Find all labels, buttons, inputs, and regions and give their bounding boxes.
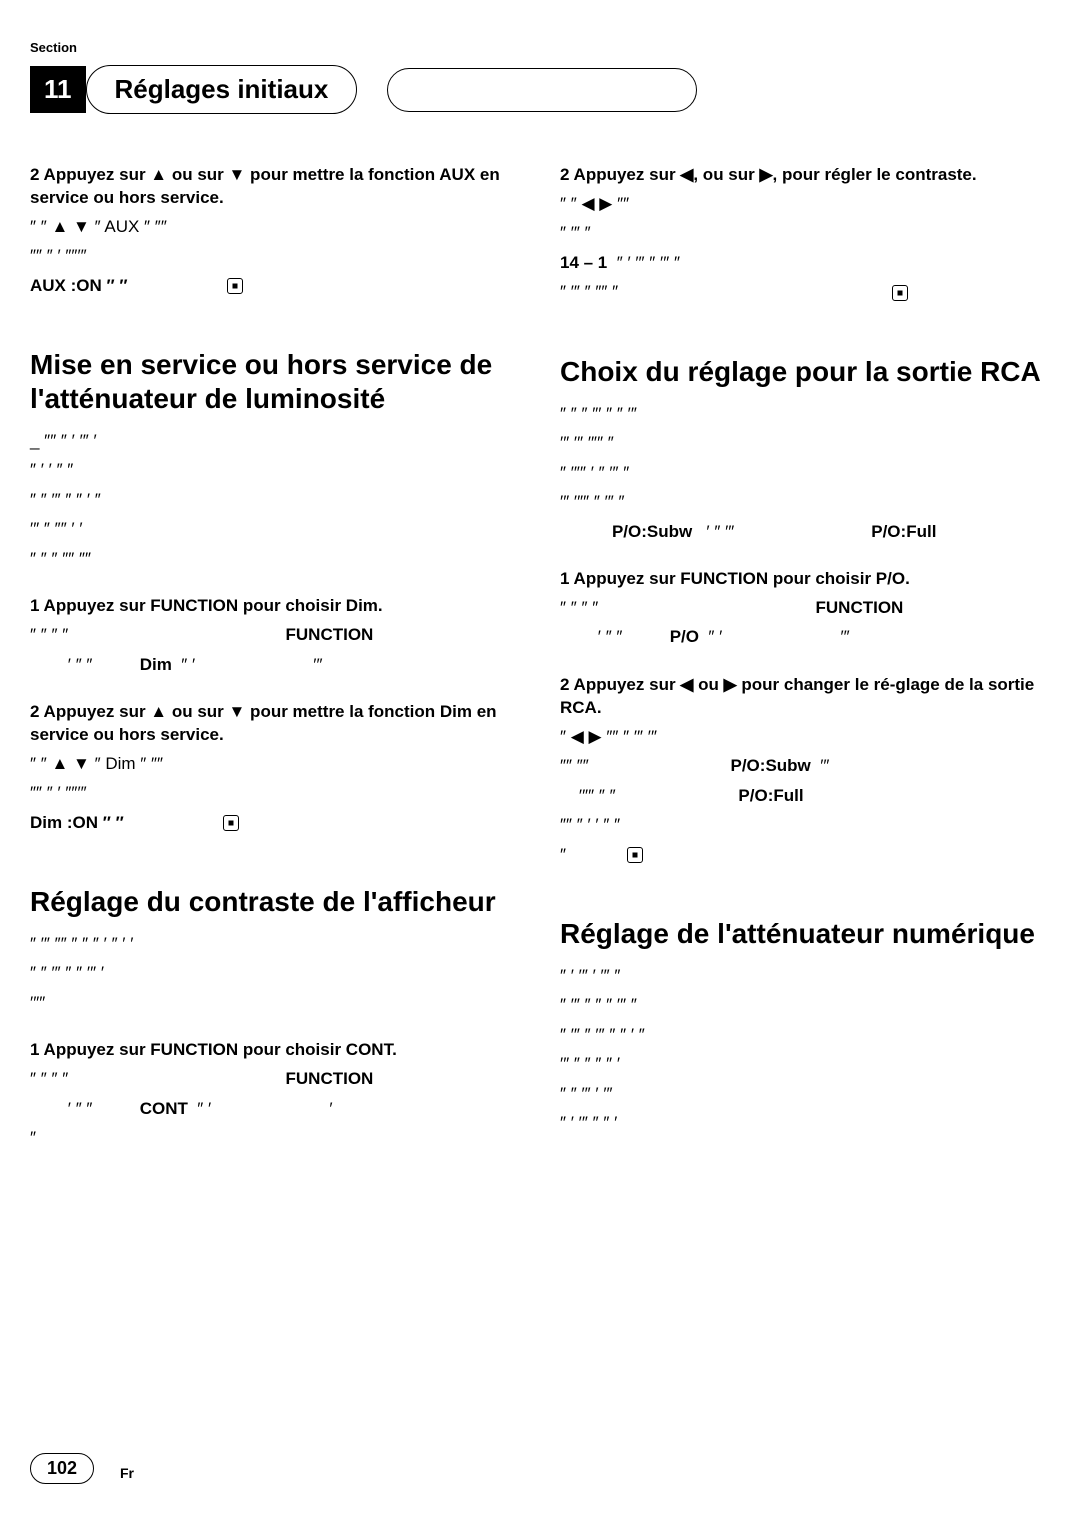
- step-heading: 2 Appuyez sur ◀ ou ▶ pour changer le ré-…: [560, 674, 1050, 720]
- cont-label: CONT: [140, 1099, 188, 1118]
- text-line: ′″″ ″ ″ P/O:Full: [560, 783, 1050, 809]
- section-heading: Réglage du contraste de l'afficheur: [30, 885, 520, 919]
- text-line: ′ ″ ″ CONT ″ ′ ′: [30, 1096, 520, 1122]
- text-line: ″ ′″″ ′ ″ ′″ ″: [560, 460, 1050, 486]
- function-label: FUNCTION: [816, 598, 904, 617]
- dim-label: Dim: [140, 655, 172, 674]
- text-segment: ″ ″ ″ ″: [30, 1069, 68, 1088]
- text-line: ″ ″ ″ ″″ ″″: [30, 546, 520, 572]
- text-line: 14 – 1 ″ ′ ′″ ″ ′″ ″: [560, 250, 1050, 276]
- po-full-label: P/O:Full: [738, 786, 803, 805]
- text-segment: ″″ ″″: [560, 756, 589, 775]
- text-line: ″″ ″ ′ ″″′″: [30, 780, 520, 806]
- text-line: ″ ″ ▲ ▼ ″ AUX ″ ″″: [30, 214, 520, 240]
- text-line: ″ ′″ ″″ ″ ″ ″ ′ ″ ′ ′: [30, 931, 520, 957]
- text-segment: ″ ″ ″ ″: [30, 625, 68, 644]
- po-subw-label: P/O:Subw: [612, 522, 692, 541]
- dim-on-label: Dim :ON ″ ″: [30, 813, 124, 832]
- text-line: ″ ″ ″ ″′ ″ ″ ′″: [560, 401, 1050, 427]
- range-label: 14 – 1: [560, 253, 607, 272]
- text-line: ″ ′″ ″: [560, 220, 1050, 246]
- section-heading: Choix du réglage pour la sortie RCA: [560, 355, 1050, 389]
- step-heading: 2 Appuyez sur ▲ ou sur ▼ pour mettre la …: [30, 164, 520, 210]
- language-code: Fr: [120, 1465, 134, 1481]
- text-line: ″ ′ ′ ″ ″: [30, 457, 520, 483]
- po-subw-label: P/O:Subw: [731, 756, 811, 775]
- text-line: ″ ″ ▲ ▼ ″ Dim ″ ″″: [30, 751, 520, 777]
- text-line: ′ ″ ″ P/O ″ ′ ′″: [560, 624, 1050, 650]
- text-line: ′″ ″ ″″ ′ ′: [30, 516, 520, 542]
- function-label: FUNCTION: [286, 625, 374, 644]
- section-title: Réglages initiaux: [115, 74, 329, 104]
- text-segment: ″ ″ ″ ″: [560, 598, 598, 617]
- text-line: ″ ′″ ″ ″ ″ ′″ ″: [560, 992, 1050, 1018]
- text-line: ″ ″ ′″ ′ ′″: [560, 1081, 1050, 1107]
- content-container: 2 Appuyez sur ▲ ou sur ▼ pour mettre la …: [30, 164, 1050, 1155]
- right-column: 2 Appuyez sur ◀, ou sur ▶, pour régler l…: [560, 164, 1050, 1155]
- text-line: ″: [560, 842, 1050, 868]
- text-line: ′″″: [30, 990, 520, 1016]
- po-label: P/O: [670, 627, 699, 646]
- text-line: ″ ″ ′″ ″ ″ ′″ ′: [30, 960, 520, 986]
- text-line: ″ ′″ ″ ′″ ″ ″ ′ ″: [560, 1022, 1050, 1048]
- page-number: 102: [30, 1453, 94, 1484]
- text-line: ′ ″ ″ Dim ″ ′ ′″: [30, 652, 520, 678]
- text-line: ″ ″ ◀ ▶ ″″: [560, 191, 1050, 217]
- section-heading: Mise en service ou hors service de l'att…: [30, 348, 520, 415]
- text-line: ″ ′″ ″ ″″ ″: [560, 279, 1050, 305]
- stop-icon: [223, 815, 239, 831]
- section-title-box: Réglages initiaux: [86, 65, 358, 114]
- text-line: ″ ′ ′″ ″ ″ ′: [560, 1110, 1050, 1136]
- text-line: ″″ ″″ P/O:Subw ′″: [560, 753, 1050, 779]
- left-column: 2 Appuyez sur ▲ ou sur ▼ pour mettre la …: [30, 164, 520, 1155]
- text-line: ″: [30, 1125, 520, 1151]
- aux-on-label: AUX :ON ″ ″: [30, 276, 128, 295]
- text-line: Dim :ON ″ ″: [30, 810, 520, 836]
- text-line: _ ″″ ″ ′ ′″ ′: [30, 428, 520, 454]
- section-label: Section: [30, 40, 1050, 55]
- step-heading: 2 Appuyez sur ▲ ou sur ▼ pour mettre la …: [30, 701, 520, 747]
- text-segment: ″: [560, 845, 566, 864]
- text-line: ″ ◀ ▶ ″″ ″ ′″ ′″: [560, 724, 1050, 750]
- text-line: ′″ ′″″ ″ ′″ ″: [560, 489, 1050, 515]
- function-label: FUNCTION: [286, 1069, 374, 1088]
- text-line: ″ ″ ″ ″ FUNCTION: [30, 1066, 520, 1092]
- text-line: ″″ ″ ′ ′ ″ ″: [560, 812, 1050, 838]
- text-line: ″ ″ ″ ″ FUNCTION: [30, 622, 520, 648]
- section-heading: Réglage de l'atténuateur numérique: [560, 917, 1050, 951]
- po-full-label: P/O:Full: [871, 522, 936, 541]
- empty-title-box: [387, 68, 697, 112]
- step-heading: 1 Appuyez sur FUNCTION pour choisir Dim.: [30, 595, 520, 618]
- step-heading: 1 Appuyez sur FUNCTION pour choisir CONT…: [30, 1039, 520, 1062]
- text-line: ″ ″ ″ ″ FUNCTION: [560, 595, 1050, 621]
- step-heading: 2 Appuyez sur ◀, ou sur ▶, pour régler l…: [560, 164, 1050, 187]
- text-line: ′″ ″ ″ ″ ″ ′: [560, 1051, 1050, 1077]
- step-heading: 1 Appuyez sur FUNCTION pour choisir P/O.: [560, 568, 1050, 591]
- stop-icon: [892, 285, 908, 301]
- text-line: AUX :ON ″ ″: [30, 273, 520, 299]
- header-row: 11 Réglages initiaux: [30, 65, 1050, 114]
- stop-icon: [227, 278, 243, 294]
- text-line: P/O:Subw ′ ″ ′″ P/O:Full: [560, 519, 1050, 545]
- stop-icon: [627, 847, 643, 863]
- text-line: ′″ ′″ ′″″ ″: [560, 430, 1050, 456]
- section-number: 11: [30, 66, 86, 113]
- text-line: ″ ′ ′″ ′ ′″ ″: [560, 963, 1050, 989]
- text-segment: ″ ′″ ″ ″″ ″: [560, 282, 618, 301]
- text-line: ″″ ″ ′ ″″′″: [30, 243, 520, 269]
- text-line: ″ ″ ′″ ″ ″ ′ ″: [30, 487, 520, 513]
